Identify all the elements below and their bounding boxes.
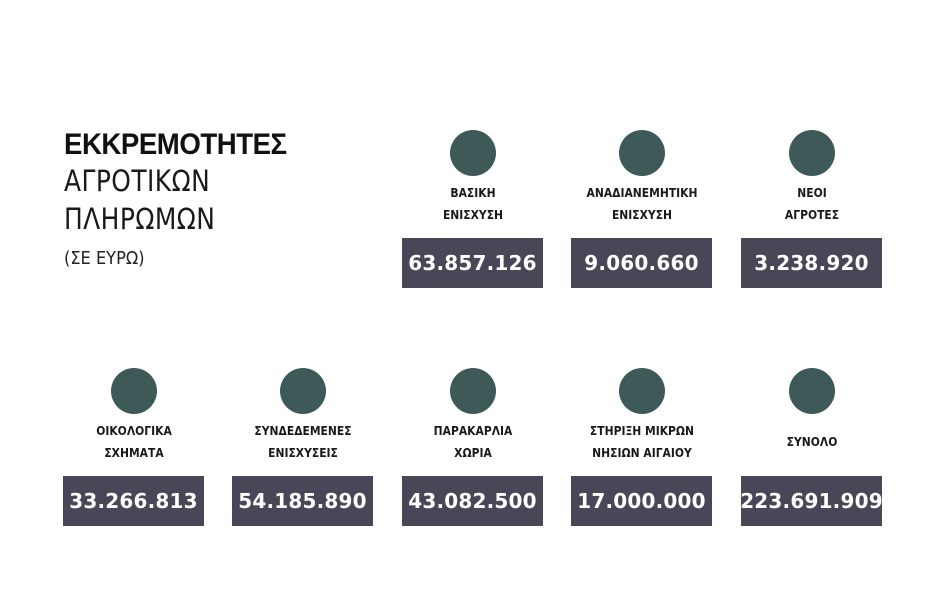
page-title: ΕΚΚΡΕΜΟΤΗΤΕΣ xyxy=(64,128,287,161)
card-basic-support: ΒΑΣΙΚΗ ΕΝΙΣΧΥΣΗ 63.857.126 xyxy=(402,130,543,288)
card-label-line-2: ΕΝΙΣΧΥΣΗ xyxy=(611,207,672,222)
card-coupled-support: ΣΥΝΔΕΔΕΜΕΝΕΣ ΕΝΙΣΧΥΣΕΙΣ 54.185.890 xyxy=(232,368,373,526)
card-label-line-1: ΒΑΣΙΚΗ xyxy=(449,185,496,200)
card-value: 63.857.126 xyxy=(402,238,543,288)
circle-icon xyxy=(618,368,665,414)
circle-icon xyxy=(110,368,157,414)
card-young-farmers: ΝΕΟΙ ΑΓΡΟΤΕΣ 3.238.920 xyxy=(741,130,882,288)
page-title-line-2: ΑΓΡΟΤΙΚΩΝ xyxy=(64,164,211,198)
card-value: 43.082.500 xyxy=(402,476,543,526)
card-label-line-1: ΟΙΚΟΛΟΓΙΚΑ xyxy=(95,423,172,438)
card-label: ΑΝΑΔΙΑΝΕΜΗΤΙΚΗ ΕΝΙΣΧΥΣΗ xyxy=(560,182,723,226)
card-eco-schemes: ΟΙΚΟΛΟΓΙΚΑ ΣΧΗΜΑΤΑ 33.266.813 xyxy=(63,368,204,526)
card-label-line-1: ΝΕΟΙ xyxy=(796,185,827,200)
circle-icon xyxy=(788,368,835,414)
card-label-line-2: ΕΝΙΣΧΥΣΕΙΣ xyxy=(267,445,338,460)
title-block: ΕΚΚΡΕΜΟΤΗΤΕΣ ΑΓΡΟΤΙΚΩΝ ΠΛΗΡΩΜΩΝ (ΣΕ ΕΥΡΩ… xyxy=(64,128,306,269)
circle-icon xyxy=(279,368,326,414)
card-label-line-1: ΣΥΝΟΛΟ xyxy=(786,434,837,449)
card-redistributive-support: ΑΝΑΔΙΑΝΕΜΗΤΙΚΗ ΕΝΙΣΧΥΣΗ 9.060.660 xyxy=(571,130,712,288)
card-label: ΠΑΡΑΚΑΡΛΙΑ ΧΩΡΙΑ xyxy=(391,420,554,464)
page-title-line-3: ΠΛΗΡΩΜΩΝ xyxy=(64,202,216,236)
unit-label: (ΣΕ ΕΥΡΩ) xyxy=(64,248,145,269)
card-label: ΝΕΟΙ ΑΓΡΟΤΕΣ xyxy=(730,182,893,226)
card-value: 3.238.920 xyxy=(741,238,882,288)
card-label: ΣΥΝΟΛΟ xyxy=(730,431,893,453)
card-label: ΣΥΝΔΕΔΕΜΕΝΕΣ ΕΝΙΣΧΥΣΕΙΣ xyxy=(221,420,384,464)
circle-icon xyxy=(618,130,665,176)
card-value: 33.266.813 xyxy=(63,476,204,526)
card-label: ΟΙΚΟΛΟΓΙΚΑ ΣΧΗΜΑΤΑ xyxy=(52,420,215,464)
card-value: 9.060.660 xyxy=(571,238,712,288)
card-label-line-2: ΣΧΗΜΑΤΑ xyxy=(103,445,164,460)
circle-icon xyxy=(449,130,496,176)
card-label-line-1: ΣΥΝΔΕΔΕΜΕΝΕΣ xyxy=(253,423,352,438)
card-label-line-1: ΣΤΗΡΙΞΗ ΜΙΚΡΩΝ xyxy=(589,423,694,438)
card-value: 17.000.000 xyxy=(571,476,712,526)
card-label-line-2: ΧΩΡΙΑ xyxy=(453,445,492,460)
card-small-aegean-islands: ΣΤΗΡΙΞΗ ΜΙΚΡΩΝ ΝΗΣΙΩΝ ΑΙΓΑΙΟΥ 17.000.000 xyxy=(571,368,712,526)
circle-icon xyxy=(788,130,835,176)
card-total: ΣΥΝΟΛΟ 223.691.909 xyxy=(740,368,883,526)
card-value: 223.691.909 xyxy=(740,476,883,526)
card-label: ΣΤΗΡΙΞΗ ΜΙΚΡΩΝ ΝΗΣΙΩΝ ΑΙΓΑΙΟΥ xyxy=(560,420,723,464)
card-value: 54.185.890 xyxy=(232,476,373,526)
circle-icon xyxy=(449,368,496,414)
card-karla-villages: ΠΑΡΑΚΑΡΛΙΑ ΧΩΡΙΑ 43.082.500 xyxy=(402,368,543,526)
card-label-line-2: ΑΓΡΟΤΕΣ xyxy=(784,207,839,222)
card-label: ΒΑΣΙΚΗ ΕΝΙΣΧΥΣΗ xyxy=(391,182,554,226)
card-label-line-1: ΠΑΡΑΚΑΡΛΙΑ xyxy=(433,423,512,438)
card-label-line-1: ΑΝΑΔΙΑΝΕΜΗΤΙΚΗ xyxy=(586,185,697,200)
card-label-line-2: ΝΗΣΙΩΝ ΑΙΓΑΙΟΥ xyxy=(591,445,692,460)
card-label-line-2: ΕΝΙΣΧΥΣΗ xyxy=(442,207,503,222)
